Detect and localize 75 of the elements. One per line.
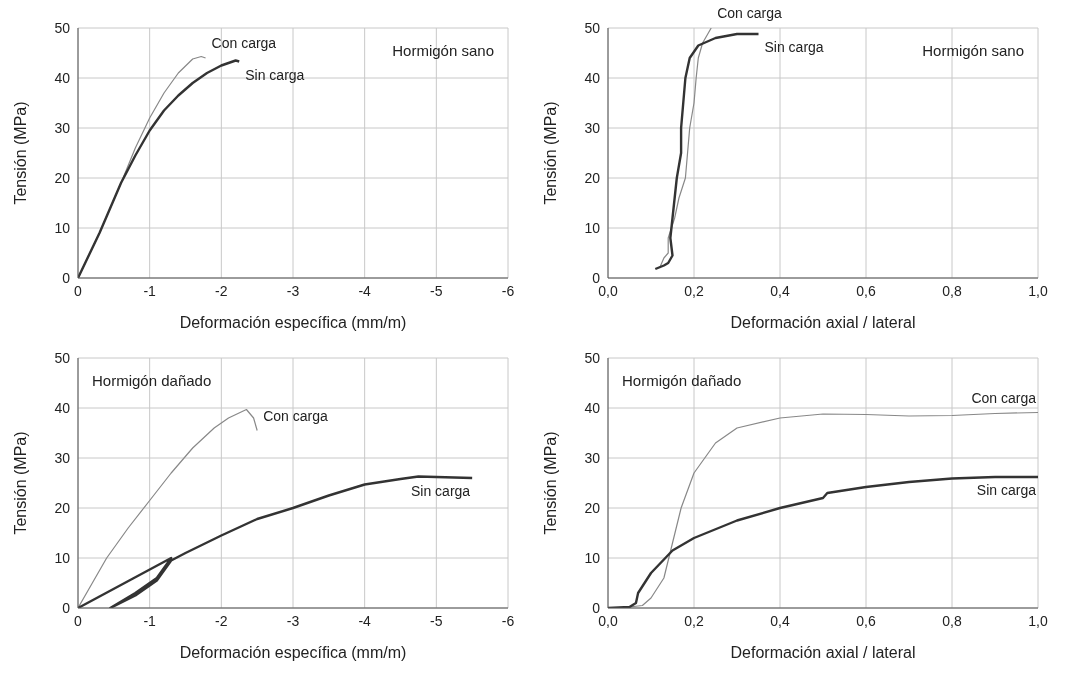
y-tick-label: 20	[584, 169, 601, 186]
x-tick-label: -5	[430, 612, 443, 629]
y-tick-label: 40	[584, 69, 601, 86]
y-tick-label: 40	[584, 399, 601, 416]
y-tick-label: 0	[62, 599, 71, 616]
y-axis-title: Tensión (MPa)	[541, 431, 559, 535]
x-tick-label: -1	[143, 612, 157, 629]
y-tick-label: 10	[54, 549, 71, 566]
y-tick-label: 50	[54, 19, 71, 36]
x-tick-label: 0,8	[942, 282, 962, 299]
y-tick-label: 40	[54, 69, 71, 86]
x-tick-label: 0,2	[684, 282, 704, 299]
x-tick-label: 0,6	[856, 612, 876, 629]
series-label: Sin carga	[245, 66, 305, 83]
x-tick-label: -6	[501, 612, 515, 629]
x-axis-title: Deformación específica (mm/m)	[179, 644, 407, 661]
x-tick-label: 0,6	[856, 282, 876, 299]
x-tick-label: -6	[501, 282, 515, 299]
series-label: Con carga	[971, 389, 1037, 406]
x-tick-label: 0,4	[770, 282, 790, 299]
y-tick-label: 0	[592, 269, 601, 286]
x-tick-label: -3	[286, 612, 300, 629]
y-tick-label: 10	[584, 219, 601, 236]
y-tick-label: 10	[54, 219, 71, 236]
annotation: Hormigón dañado	[622, 372, 742, 389]
x-tick-label: -4	[358, 282, 372, 299]
series-label: Sin carga	[976, 482, 1037, 498]
x-tick-label: -2	[215, 612, 228, 629]
y-tick-label: 50	[584, 349, 601, 366]
y-tick-label: 20	[54, 499, 71, 516]
series-label: Con carga	[263, 407, 328, 424]
y-tick-label: 0	[62, 269, 71, 286]
x-axis-title: Deformación axial / lateral	[730, 644, 916, 661]
x-tick-label: 0,2	[684, 612, 704, 629]
x-tick-label: 1,0	[1028, 612, 1048, 629]
y-tick-label: 30	[584, 449, 601, 466]
x-tick-label: -2	[215, 282, 228, 299]
y-axis-title: Tensión (MPa)	[541, 101, 559, 205]
x-tick-label: 0	[74, 612, 83, 629]
x-tick-label: -5	[430, 282, 443, 299]
x-tick-label: 0,8	[942, 612, 962, 629]
y-tick-label: 0	[592, 599, 601, 616]
y-tick-label: 30	[54, 119, 71, 136]
annotation: Hormigón sano	[392, 42, 494, 59]
series-label: Sin carga	[764, 39, 824, 55]
y-tick-label: 50	[584, 19, 601, 36]
x-tick-label: -1	[143, 282, 157, 299]
line-series	[659, 28, 712, 269]
x-tick-label: 1,0	[1028, 282, 1048, 299]
y-axis-title: Tensión (MPa)	[11, 431, 29, 535]
y-tick-label: 20	[584, 499, 601, 516]
x-tick-label: -4	[358, 612, 372, 629]
y-tick-label: 50	[54, 349, 71, 366]
annotation: Hormigón sano	[922, 42, 1024, 59]
line-series	[654, 32, 760, 271]
series-label: Sin carga	[411, 483, 471, 499]
x-axis-title: Deformación axial / lateral	[730, 314, 916, 331]
line-series	[78, 59, 241, 278]
y-tick-label: 30	[54, 449, 71, 466]
y-tick-label: 40	[54, 399, 71, 416]
x-tick-label: -3	[286, 282, 300, 299]
annotation: Hormigón dañado	[92, 372, 212, 389]
x-axis-title: Deformación específica (mm/m)	[179, 314, 407, 331]
series-label: Con carga	[211, 35, 277, 51]
x-tick-label: 0,0	[598, 282, 618, 299]
y-tick-label: 20	[54, 169, 71, 186]
line-series	[78, 475, 474, 608]
y-tick-label: 30	[584, 119, 601, 136]
y-axis-title: Tensión (MPa)	[11, 101, 29, 205]
y-tick-label: 10	[584, 549, 601, 566]
series-label: Con carga	[717, 5, 783, 21]
x-tick-label: 0,0	[598, 612, 618, 629]
x-tick-label: 0,4	[770, 612, 790, 629]
line-series	[78, 408, 258, 608]
x-tick-label: 0	[74, 282, 83, 299]
